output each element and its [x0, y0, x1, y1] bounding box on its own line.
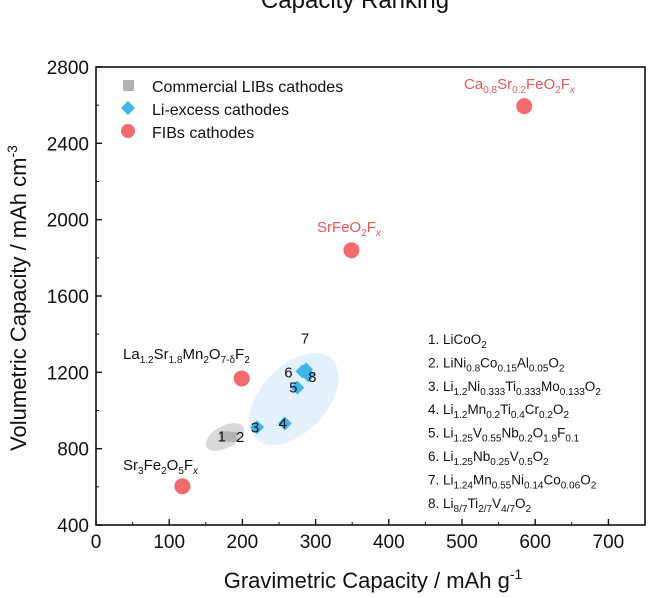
annotation-ca-sr: Ca0.8Sr0.2FeO2Fx: [464, 76, 576, 96]
cathode-list-item: 1. LiCoO2: [428, 332, 487, 351]
x-tick-label: 300: [300, 532, 332, 553]
point-number-label: 5: [289, 380, 297, 397]
cathode-list-item: 3. Li1.2Ni0.333Ti0.333Mo0.133O2: [428, 379, 601, 398]
point-number-label: 2: [236, 429, 244, 446]
x-tick-label: 0: [91, 532, 102, 553]
cathode-list-item: 2. LiNi0.8Co0.15Al0.05O2: [428, 355, 565, 374]
annotation-la-sr: La1.2Sr1.8Mn2O7-δF2: [123, 346, 250, 366]
annotation-sr-fe: Sr3Fe2O5Fx: [123, 457, 199, 477]
x-tick-label: 500: [446, 532, 478, 553]
y-tick-label: 2400: [47, 134, 89, 155]
fib-point: [343, 242, 360, 259]
x-tick-label: 400: [373, 532, 405, 553]
li-excess-point: [277, 416, 292, 431]
y-tick-label: 400: [57, 516, 89, 537]
point-number-label: 1: [218, 428, 226, 445]
point-number-label: 3: [251, 419, 259, 436]
legend-marker-commercial: [123, 80, 134, 91]
y-tick-label: 2800: [47, 58, 89, 79]
li-excess-point: [290, 380, 305, 395]
chart-title: Capacity Ranking: [261, 0, 449, 14]
y-tick-label: 800: [57, 440, 89, 461]
legend-label-commercial: Commercial LIBs cathodes: [152, 79, 343, 96]
cathode-list: 1. LiCoO2 2. LiNi0.8Co0.15Al0.05O2 3. Li1.…: [428, 332, 601, 515]
cathode-list-item: 8. Li8/7Ti2/7V4/7O2: [428, 496, 532, 515]
x-tick-label: 200: [227, 532, 259, 553]
y-tick-label: 1200: [47, 363, 89, 384]
axes: 0 100 200 300 400 500 600 700 400 800 1200 1600 2000…: [47, 58, 646, 553]
legend-label-li-excess: Li-excess cathodes: [152, 102, 289, 119]
cathode-list-item: 5. Li1.25V0.55Nb0.2O1.9F0.1: [428, 426, 580, 445]
point-number-label: 7: [301, 330, 309, 347]
x-tick-label: 100: [153, 532, 185, 553]
data-points: [174, 98, 533, 495]
annotation-srfeo: SrFeO2Fx: [317, 219, 382, 239]
point-number-label: 4: [279, 415, 287, 432]
fib-point: [233, 370, 250, 387]
point-annotations: Ca0.8Sr0.2FeO2Fx SrFeO2Fx La1.2Sr1.8Mn2O7-…: [123, 76, 576, 477]
li-excess-point: [250, 420, 265, 435]
x-tick-label: 600: [519, 532, 551, 553]
x-axis-title: Gravimetric Capacity / mAh g-1: [224, 566, 523, 593]
cathode-list-item: 4. Li1.2Mn0.2Ti0.4Cr0.2O2: [428, 402, 569, 421]
legend: Commercial LIBs cathodes Li-excess catho…: [121, 79, 343, 142]
x-tick-label: 700: [593, 532, 625, 553]
li-excess-region: [249, 352, 339, 446]
legend-marker-fibs: [121, 124, 135, 138]
fib-point: [174, 478, 191, 495]
legend-label-fibs: FIBs cathodes: [152, 125, 254, 142]
y-tick-label: 2000: [47, 211, 89, 232]
cathode-list-item: 6. Li1.25Nb0.25V0.5O2: [428, 449, 549, 468]
cathode-list-item: 7. Li1.24Mn0.55Ni0.14Co0.06O2: [428, 472, 597, 491]
legend-marker-li-excess: [121, 101, 135, 115]
fib-point: [516, 98, 533, 115]
point-number-label: 6: [284, 364, 292, 381]
li-excess-point: [301, 368, 316, 383]
commercial-point: [227, 431, 238, 442]
commercial-point: [219, 431, 230, 442]
point-number-labels: 1 23 4 567 8: [218, 330, 317, 445]
point-number-label: 8: [308, 369, 316, 386]
y-axis-title: Volumetric Capacity / mAh cm-3: [4, 145, 31, 451]
y-tick-label: 1600: [47, 287, 89, 308]
